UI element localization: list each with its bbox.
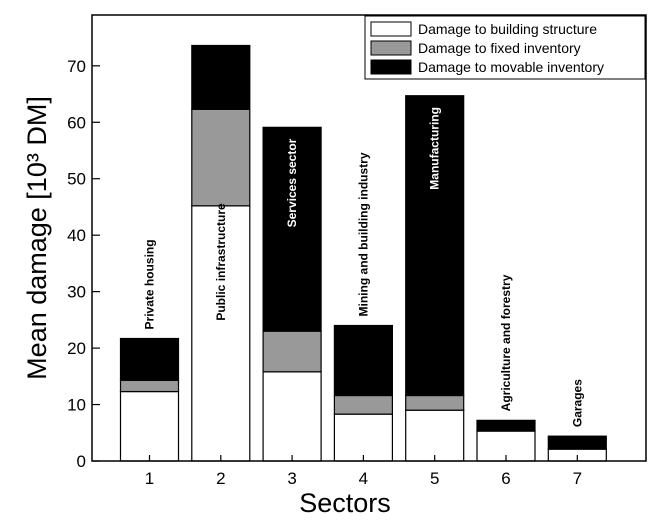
bar-label: Private housing <box>143 239 157 329</box>
y-axis: 0 10 20 30 40 50 60 70 <box>67 57 100 471</box>
plot-frame <box>91 14 647 462</box>
bar-label: Public infrastructure <box>214 203 228 321</box>
x-tick-label: 7 <box>573 469 582 488</box>
bar-segment <box>262 330 322 373</box>
legend-swatch <box>370 21 412 37</box>
bar-label: Agriculture and forestry <box>499 274 513 411</box>
bar-segment <box>191 44 251 110</box>
bar-label: Mining and building industry <box>356 152 370 316</box>
bar-segment <box>333 394 393 415</box>
y-tick-label: 60 <box>67 113 86 132</box>
y-axis-title: Mean damage [10³ DM] <box>22 96 52 380</box>
bar-segment <box>119 390 180 462</box>
legend-box <box>364 15 646 80</box>
bar-segment <box>333 324 393 397</box>
x-tick-label: 2 <box>216 469 225 488</box>
x-axis-title: Sectors <box>299 488 391 518</box>
y-tick-label: 40 <box>67 226 86 245</box>
legend-entry: Damage to movable inventory <box>418 59 604 75</box>
legend: Damage to building structure Damage to fi… <box>364 15 646 80</box>
bar-segment <box>547 435 607 450</box>
bar-segment <box>262 126 322 332</box>
bar-segment <box>476 419 536 432</box>
y-tick-label: 70 <box>67 57 86 76</box>
bar-segment <box>191 108 251 207</box>
bar-segment <box>119 337 180 381</box>
bar-segment <box>333 413 393 462</box>
y-tick-label: 50 <box>67 170 86 189</box>
bar-segment <box>262 371 322 462</box>
y-tick-label: 30 <box>67 283 86 302</box>
bar-label: Services sector <box>285 138 299 227</box>
bar-segment <box>405 394 465 411</box>
legend-entry: Damage to building structure <box>418 21 597 37</box>
legend-entry: Damage to fixed inventory <box>418 40 581 56</box>
y-tick-label: 10 <box>67 396 86 415</box>
bar-segment <box>405 95 465 397</box>
legend-swatch <box>370 59 412 75</box>
bar-segment <box>405 409 465 462</box>
x-tick-label: 6 <box>501 469 510 488</box>
bar-label: Manufacturing <box>428 107 442 190</box>
x-tick-label: 1 <box>145 469 154 488</box>
bar-segment <box>119 379 180 393</box>
x-tick-label: 3 <box>287 469 296 488</box>
bar-labels-layer: Private housing Public infrastructure Serv… <box>143 107 585 427</box>
legend-swatch <box>370 40 412 56</box>
bar-label: Garages <box>570 379 584 427</box>
x-axis: 1 2 3 4 5 6 7 <box>145 455 582 488</box>
y-tick-label: 20 <box>67 339 86 358</box>
bars-layer <box>119 44 607 462</box>
bar-segment <box>191 205 251 462</box>
x-tick-label: 4 <box>359 469 368 488</box>
x-tick-label: 5 <box>430 469 439 488</box>
y-tick-label: 0 <box>77 452 86 471</box>
